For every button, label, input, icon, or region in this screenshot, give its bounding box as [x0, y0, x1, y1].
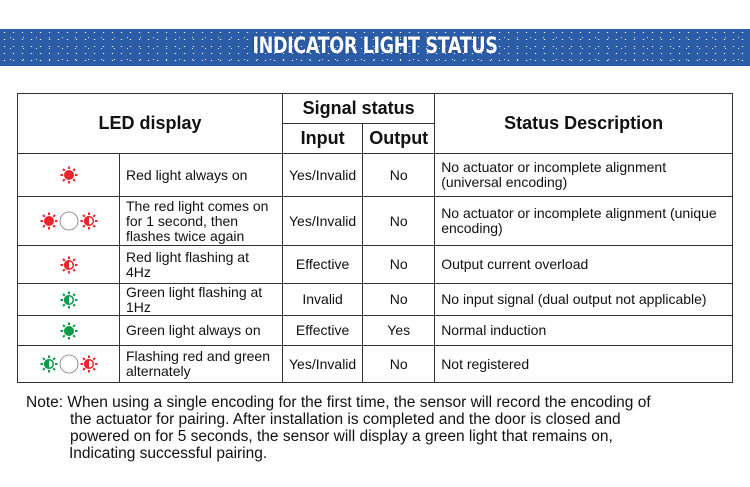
led-icon-cell — [17, 315, 120, 346]
red-led-solid-icon — [40, 212, 57, 230]
note: Note: When using a single encoding for t… — [26, 394, 736, 462]
output-status: No — [362, 345, 436, 383]
status-description: Not registered — [434, 345, 733, 383]
title-banner: INDICATOR LIGHT STATUS — [0, 29, 750, 66]
output-status: No — [362, 245, 436, 284]
table-row: Red light always on Yes/Invalid No No ac… — [17, 153, 733, 197]
led-icon-cell — [17, 245, 120, 284]
indicator-status-table: LED display Signal status Status Descrip… — [17, 93, 733, 383]
output-status: Yes — [362, 315, 436, 346]
cycle-arc-icon — [59, 211, 78, 231]
led-icon-cell — [17, 196, 120, 246]
led-description: The red light comes on for 1 second, the… — [119, 196, 283, 246]
header-input: Input — [281, 123, 364, 154]
note-line: powered on for 5 seconds, the sensor wil… — [70, 428, 613, 445]
header-status-description: Status Description — [434, 93, 733, 154]
green-led-solid-icon — [60, 322, 77, 339]
input-status: Yes/Invalid — [281, 345, 364, 383]
status-description: Normal induction — [434, 315, 733, 346]
led-description: Red light flashing at 4Hz — [119, 245, 283, 284]
red-led-half-icon — [80, 355, 97, 373]
output-status: No — [362, 153, 436, 197]
header-output: Output — [362, 123, 436, 154]
led-icon-cell — [17, 283, 120, 316]
table-row: The red light comes on for 1 second, the… — [17, 196, 733, 246]
table-row: Green light flashing at 1Hz Invalid No N… — [17, 283, 733, 316]
led-icon-cell — [17, 345, 120, 383]
input-status: Yes/Invalid — [281, 196, 364, 246]
banner-title: INDICATOR LIGHT STATUS — [252, 34, 498, 59]
table-row: Green light always on Effective Yes Norm… — [17, 315, 733, 346]
led-description: Red light always on — [119, 153, 283, 197]
led-description: Flashing red and green alternately — [119, 345, 283, 383]
status-description: No actuator or incomplete alignment (uni… — [434, 153, 733, 197]
led-description: Green light flashing at 1Hz — [119, 283, 283, 316]
cycle-arc-icon — [59, 354, 78, 374]
green-led-half-icon — [60, 291, 77, 308]
table-row: Red light flashing at 4Hz Effective No O… — [17, 245, 733, 284]
note-line: Note: When using a single encoding for t… — [26, 394, 651, 411]
input-status: Invalid — [281, 283, 364, 316]
led-icon-cell — [17, 153, 120, 197]
output-status: No — [362, 196, 436, 246]
red-led-half-icon — [60, 256, 77, 273]
led-description: Green light always on — [119, 315, 283, 346]
status-description: No input signal (dual output not applica… — [434, 283, 733, 316]
red-led-solid-icon — [60, 166, 77, 184]
status-description: No actuator or incomplete alignment (uni… — [434, 196, 733, 246]
header-led-display: LED display — [17, 93, 283, 154]
input-status: Effective — [281, 315, 364, 346]
table-row: Flashing red and green alternately Yes/I… — [17, 345, 733, 383]
green-led-half-icon — [40, 355, 57, 373]
header-signal-status: Signal status — [281, 93, 436, 124]
status-description: Output current overload — [434, 245, 733, 284]
note-line: Indicating successful pairing. — [69, 445, 268, 462]
red-led-half-icon — [80, 212, 97, 230]
input-status: Effective — [281, 245, 364, 284]
note-line: the actuator for pairing. After installa… — [70, 411, 621, 428]
input-status: Yes/Invalid — [281, 153, 364, 197]
output-status: No — [362, 283, 436, 316]
